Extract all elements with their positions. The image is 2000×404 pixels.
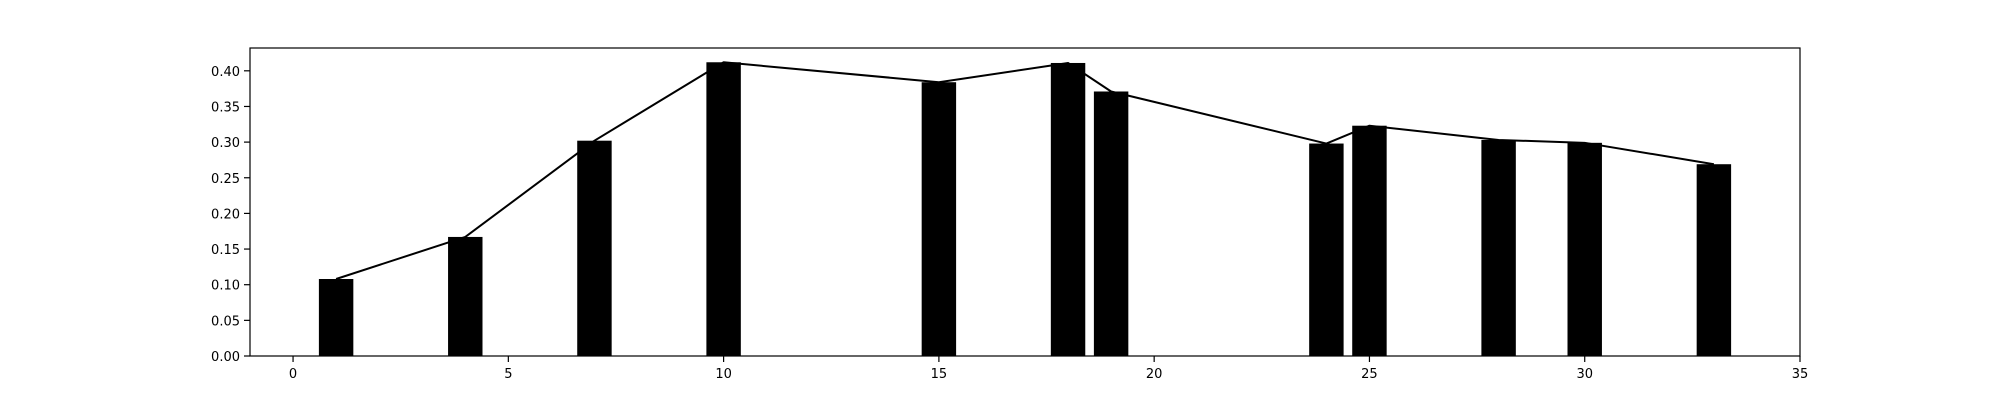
series-line	[335, 61, 1715, 280]
x-tick-label: 30	[1576, 367, 1593, 382]
bar	[706, 62, 741, 356]
y-tick-label: 0.05	[211, 314, 240, 329]
y-tick-label: 0.40	[211, 65, 240, 80]
bar	[1093, 91, 1129, 357]
x-tick-label: 0	[289, 367, 297, 382]
y-tick-label: 0.25	[211, 172, 240, 187]
axes-layer	[249, 47, 1801, 357]
y-tick-label: 0.10	[211, 279, 240, 294]
bar	[921, 82, 957, 356]
bar	[1696, 164, 1732, 356]
x-tick-label: 20	[1146, 367, 1163, 382]
bar	[1567, 142, 1602, 356]
y-tick-label: 0.35	[211, 100, 240, 115]
x-tick-label: 10	[715, 367, 732, 382]
bar	[318, 279, 354, 356]
line-layer	[335, 61, 1715, 280]
bar	[577, 140, 612, 356]
y-tick-label: 0.20	[211, 207, 240, 222]
bar	[1352, 125, 1387, 357]
x-tick-label: 35	[1792, 367, 1809, 382]
y-tick-label: 0.00	[211, 350, 240, 365]
y-tick-label: 0.30	[211, 136, 240, 151]
bar	[1481, 139, 1516, 356]
x-tick-label: 25	[1361, 367, 1378, 382]
y-axis: 0.00 0.05 0.10 0.15 0.20 0.25 0.30 0.35 0.40	[211, 65, 250, 365]
plot-frame	[249, 47, 1801, 357]
bar	[1050, 62, 1086, 356]
bars-layer	[318, 62, 1732, 357]
x-axis: 0 5 10 15 20 25 30 35	[289, 356, 1808, 382]
y-tick-label: 0.15	[211, 243, 240, 258]
bar	[448, 236, 483, 356]
bar	[1309, 143, 1344, 356]
x-tick-label: 15	[931, 367, 948, 382]
x-tick-label: 5	[504, 367, 512, 382]
